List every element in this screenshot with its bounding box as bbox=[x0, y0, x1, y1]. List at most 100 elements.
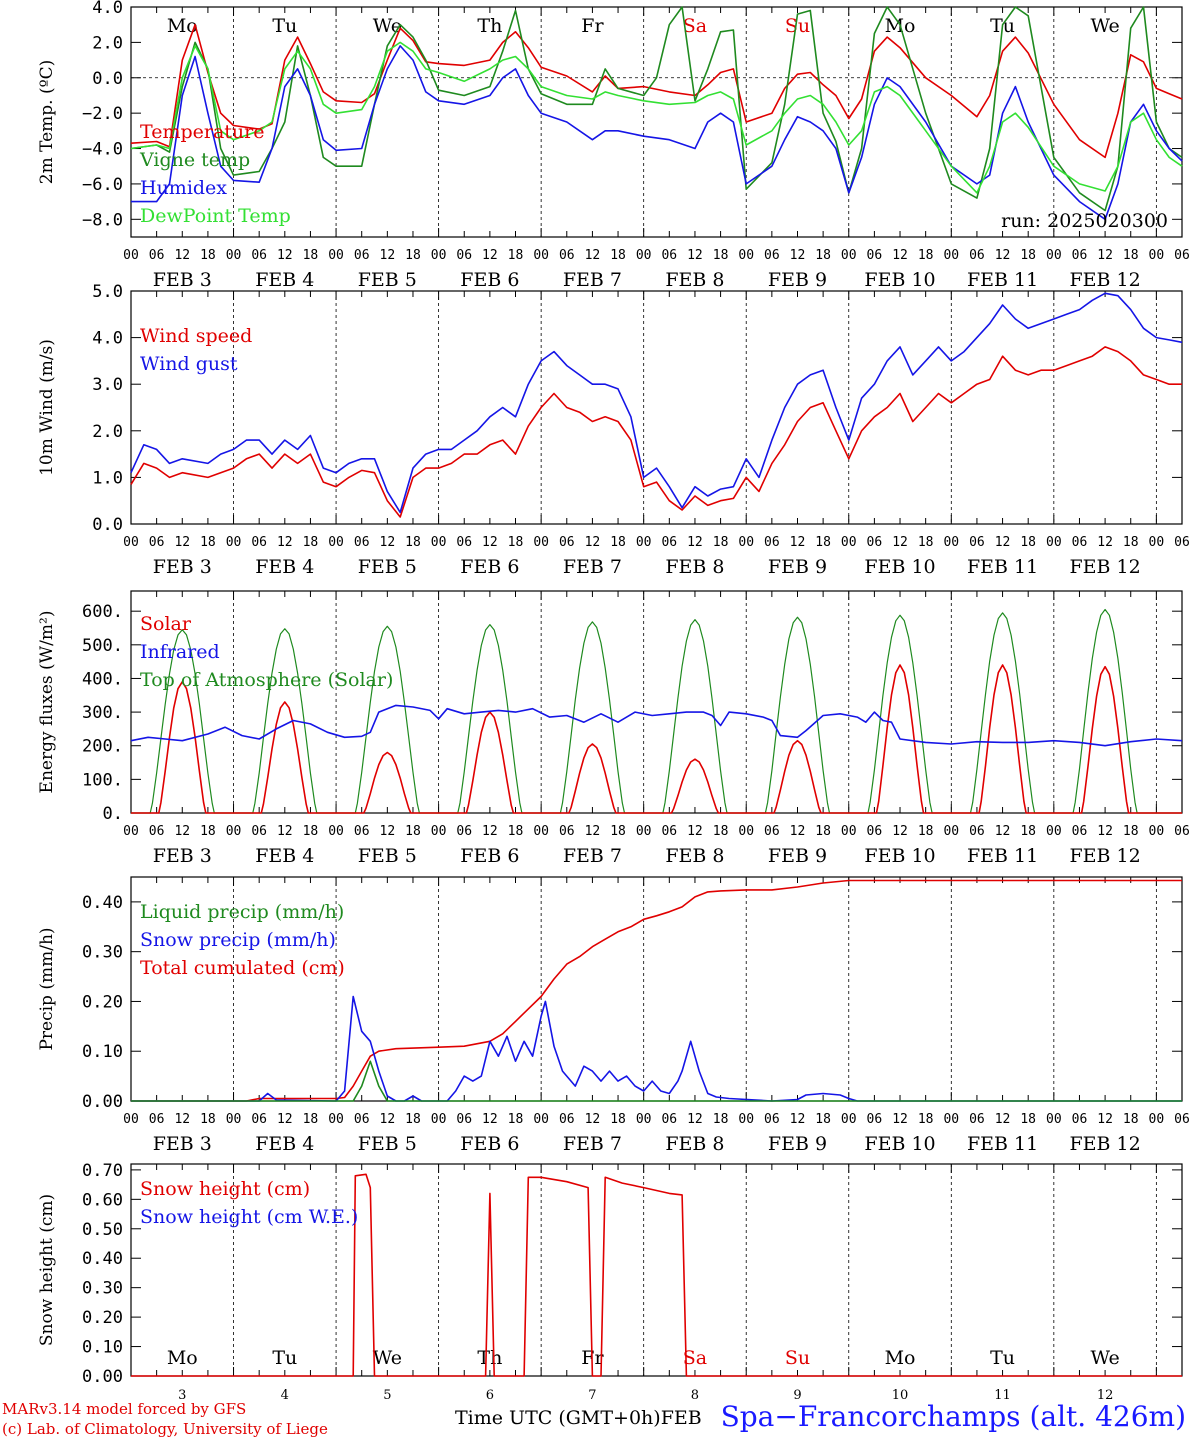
y-tick-label: 0.0 bbox=[92, 515, 123, 535]
legend-infrared: Infrared bbox=[140, 641, 220, 663]
date-label: FEB 3 bbox=[153, 1133, 212, 1155]
hour-tick-label: 12 bbox=[892, 1112, 908, 1127]
hour-tick-label: 00 bbox=[943, 1112, 959, 1127]
hour-tick-label: 18 bbox=[303, 535, 319, 550]
hour-tick-label: 06 bbox=[867, 248, 883, 263]
hour-tick-label: 00 bbox=[533, 248, 549, 263]
hour-tick-label: 00 bbox=[943, 535, 959, 550]
hour-tick-label: 06 bbox=[354, 535, 370, 550]
hour-tick-label: 12 bbox=[1097, 535, 1113, 550]
hour-tick-label: 00 bbox=[943, 248, 959, 263]
hour-tick-label: 12 bbox=[277, 248, 293, 263]
hour-tick-label: 06 bbox=[559, 824, 575, 839]
y-tick-label: 0.00 bbox=[82, 1092, 123, 1112]
hour-tick-label: 18 bbox=[1123, 248, 1139, 263]
day-name: Su bbox=[785, 15, 810, 37]
hour-tick-label: 06 bbox=[1174, 535, 1190, 550]
day-name: Mo bbox=[167, 1347, 198, 1369]
hour-tick-label: 00 bbox=[123, 1112, 139, 1127]
y-tick-label: 0.10 bbox=[82, 1338, 123, 1358]
legend-wind-gust: Wind gust bbox=[140, 353, 238, 375]
hour-tick-label: 12 bbox=[790, 824, 806, 839]
series-humidex bbox=[131, 45, 1183, 221]
hour-tick-label: 18 bbox=[918, 535, 934, 550]
date-label: FEB 7 bbox=[563, 845, 622, 867]
hour-tick-label: 18 bbox=[303, 248, 319, 263]
series-infrared bbox=[130, 704, 1183, 747]
hour-tick-label: 12 bbox=[174, 248, 190, 263]
date-label: FEB 3 bbox=[153, 556, 212, 578]
hour-tick-label: 06 bbox=[969, 1112, 985, 1127]
hour-tick-label: 00 bbox=[1046, 248, 1062, 263]
hour-tick-label: 18 bbox=[303, 1112, 319, 1127]
date-label: FEB 11 bbox=[967, 556, 1038, 578]
hour-tick-label: 06 bbox=[1174, 824, 1190, 839]
hour-tick-label: 00 bbox=[226, 1112, 242, 1127]
series-temperature bbox=[130, 23, 1183, 159]
legend-temperature: Temperature bbox=[140, 121, 264, 143]
date-label: FEB 4 bbox=[255, 556, 314, 578]
hour-tick-label: 12 bbox=[687, 824, 703, 839]
day-number-label: 8 bbox=[691, 1388, 699, 1403]
hour-tick-label: 00 bbox=[636, 1112, 652, 1127]
x-axis-title-tail: FEB bbox=[660, 1407, 702, 1429]
hour-tick-label: 18 bbox=[508, 248, 524, 263]
day-name: Mo bbox=[167, 15, 198, 37]
y-tick-label: 0.20 bbox=[82, 1308, 123, 1328]
hour-tick-label: 18 bbox=[713, 535, 729, 550]
hour-tick-label: 00 bbox=[1046, 824, 1062, 839]
hour-tick-label: 06 bbox=[867, 1112, 883, 1127]
y-tick-label: 0. bbox=[103, 804, 123, 824]
hour-tick-label: 12 bbox=[892, 248, 908, 263]
series-wind-gust bbox=[130, 292, 1183, 514]
y-axis-label: Snow height (cm) bbox=[37, 1194, 57, 1346]
x-axis-title-text: Time UTC (GMT+0h) bbox=[455, 1407, 661, 1429]
hour-tick-label: 06 bbox=[764, 248, 780, 263]
hour-tick-label: 06 bbox=[867, 824, 883, 839]
hour-tick-label: 12 bbox=[995, 248, 1011, 263]
hour-tick-label: 18 bbox=[815, 535, 831, 550]
y-tick-label: 4.0 bbox=[92, 329, 123, 349]
date-label: FEB 12 bbox=[1069, 845, 1140, 867]
hour-tick-label: 00 bbox=[533, 535, 549, 550]
hour-tick-label: 18 bbox=[200, 1112, 216, 1127]
hour-tick-label: 00 bbox=[738, 535, 754, 550]
y-tick-label: 0.0 bbox=[92, 69, 123, 89]
hour-tick-label: 12 bbox=[174, 1112, 190, 1127]
x-axis-title: Time UTC (GMT+0h)FEB bbox=[455, 1407, 702, 1429]
hour-tick-label: 06 bbox=[456, 824, 472, 839]
day-name: Fr bbox=[581, 15, 604, 37]
hour-tick-label: 18 bbox=[918, 248, 934, 263]
legend-snow-precip-mm-h-: Snow precip (mm/h) bbox=[140, 929, 336, 951]
hour-tick-label: 06 bbox=[764, 535, 780, 550]
hour-tick-label: 00 bbox=[123, 248, 139, 263]
hour-tick-label: 12 bbox=[585, 248, 601, 263]
date-label: FEB 4 bbox=[255, 269, 314, 291]
y-tick-label: −8.0 bbox=[82, 210, 123, 230]
hour-tick-label: 06 bbox=[1174, 248, 1190, 263]
y-tick-label: 2.0 bbox=[92, 33, 123, 53]
hour-tick-label: 06 bbox=[354, 824, 370, 839]
hour-tick-label: 06 bbox=[559, 1112, 575, 1127]
plot-frame-1 bbox=[130, 290, 1183, 525]
day-name: Mo bbox=[885, 1347, 916, 1369]
hour-tick-label: 00 bbox=[841, 824, 857, 839]
hour-tick-label: 12 bbox=[687, 1112, 703, 1127]
day-name: Th bbox=[477, 1347, 502, 1369]
hour-tick-label: 18 bbox=[815, 824, 831, 839]
date-label: FEB 8 bbox=[665, 1133, 724, 1155]
hour-tick-label: 00 bbox=[738, 248, 754, 263]
hour-tick-label: 12 bbox=[380, 824, 396, 839]
hour-tick-label: 12 bbox=[482, 248, 498, 263]
date-label: FEB 8 bbox=[665, 556, 724, 578]
hour-tick-label: 18 bbox=[200, 824, 216, 839]
hour-tick-label: 00 bbox=[431, 535, 447, 550]
hour-tick-label: 00 bbox=[738, 824, 754, 839]
hour-tick-label: 06 bbox=[867, 535, 883, 550]
station-title: Spa−Francorchamps (alt. 426m) bbox=[720, 1400, 1186, 1433]
hour-tick-label: 12 bbox=[790, 248, 806, 263]
day-name: We bbox=[1090, 1347, 1119, 1369]
hour-tick-label: 06 bbox=[559, 535, 575, 550]
hour-tick-label: 18 bbox=[1020, 824, 1036, 839]
hour-tick-label: 12 bbox=[585, 535, 601, 550]
